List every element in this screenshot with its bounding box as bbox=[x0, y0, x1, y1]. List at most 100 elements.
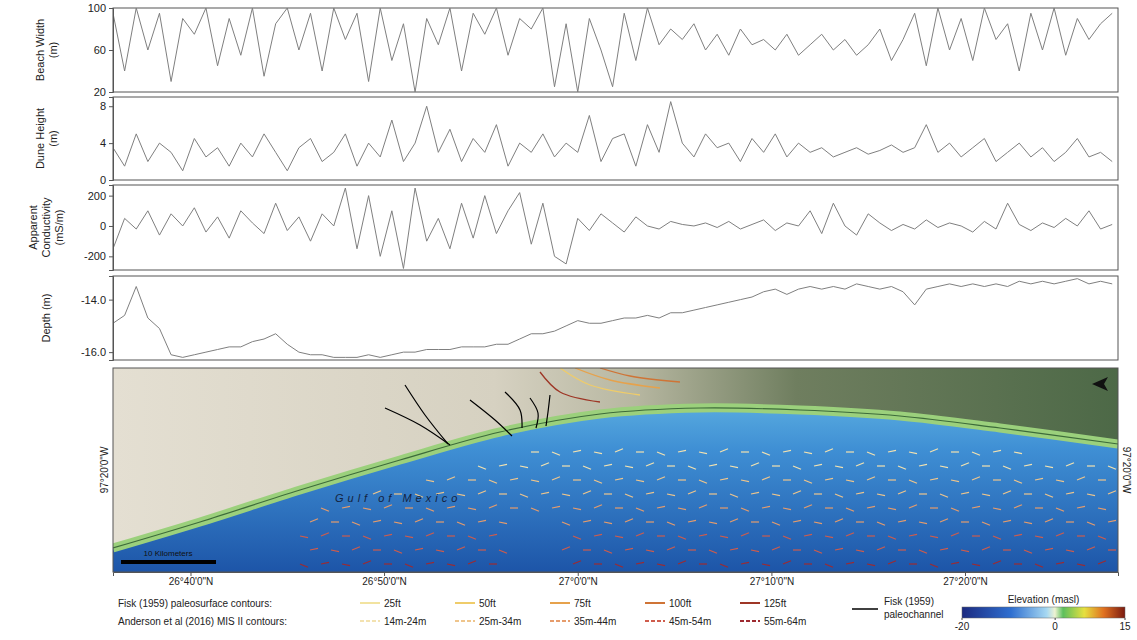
tick-label: -200 bbox=[84, 250, 106, 262]
contour-dash bbox=[846, 480, 854, 482]
contour-dash bbox=[562, 522, 570, 525]
contour-dash bbox=[814, 493, 822, 494]
contour-dash bbox=[594, 452, 602, 454]
contour-dash bbox=[846, 533, 854, 536]
contour-dash bbox=[804, 480, 812, 483]
contour-dash bbox=[867, 535, 875, 536]
contour-dash bbox=[1066, 463, 1074, 466]
contour-dash bbox=[1045, 494, 1053, 497]
contour-dash bbox=[1108, 549, 1116, 550]
contour-dash bbox=[604, 493, 612, 494]
contour-dash bbox=[1108, 491, 1116, 494]
contour-dash bbox=[573, 508, 581, 510]
contour-dash bbox=[930, 564, 938, 567]
legend-swatch bbox=[550, 620, 570, 622]
tick: 26°50'0"N bbox=[362, 572, 407, 587]
y-axis: -14.0-16.0 bbox=[81, 277, 114, 361]
contour-dash bbox=[1056, 533, 1064, 536]
contour-dash bbox=[646, 492, 654, 494]
contour-dash bbox=[310, 519, 318, 522]
contour-dash bbox=[1077, 477, 1085, 480]
contour-dash bbox=[699, 480, 707, 483]
contour-dash bbox=[405, 507, 413, 508]
contour-dash bbox=[562, 465, 570, 466]
contour-dash bbox=[835, 548, 843, 550]
tick: 20 bbox=[94, 86, 113, 98]
contour-dash bbox=[856, 521, 864, 522]
contour-dash bbox=[321, 508, 329, 511]
contour-dash bbox=[478, 491, 486, 494]
contour-dash bbox=[972, 535, 980, 536]
paleochannel bbox=[405, 385, 448, 444]
contour-dash bbox=[730, 494, 738, 497]
contour-dash bbox=[856, 463, 864, 466]
contour-dash bbox=[636, 562, 644, 564]
contour-dash bbox=[499, 550, 507, 553]
contour-dash bbox=[804, 563, 812, 564]
contour-dash bbox=[1087, 522, 1095, 525]
contour-dash bbox=[426, 480, 434, 482]
axis-title-line: (m) bbox=[47, 130, 59, 147]
paleosurface-contour bbox=[560, 368, 640, 395]
contour-dash bbox=[552, 506, 560, 508]
plot-area bbox=[113, 8, 1112, 92]
contour-dash bbox=[499, 464, 507, 466]
contour-dash bbox=[814, 522, 822, 524]
contour-dash bbox=[930, 507, 938, 508]
contour-dash bbox=[300, 536, 308, 538]
contour-dash bbox=[1098, 561, 1106, 564]
contour-dash bbox=[594, 534, 602, 536]
contour-dash bbox=[772, 465, 780, 466]
contour-dash bbox=[615, 564, 623, 567]
contour-dash bbox=[877, 494, 885, 496]
contour-dash bbox=[342, 564, 350, 566]
legend-label: 25m-34m bbox=[479, 616, 521, 627]
contour-dash bbox=[615, 536, 623, 538]
tick-mark bbox=[109, 226, 113, 227]
contour-dash bbox=[342, 506, 350, 508]
contour-dash bbox=[1098, 536, 1106, 539]
contour-dash bbox=[982, 522, 990, 525]
contour-dash bbox=[720, 536, 728, 538]
contour-dash bbox=[688, 491, 696, 494]
legend-label: 75ft bbox=[574, 598, 591, 609]
axis-title-line: Depth (m) bbox=[40, 294, 52, 343]
legend-swatch bbox=[455, 602, 475, 604]
contour-dash bbox=[898, 491, 906, 494]
contour-dash bbox=[489, 563, 497, 564]
contour-dash bbox=[541, 492, 549, 494]
contour-dash bbox=[1077, 535, 1085, 536]
contour-dash bbox=[310, 548, 318, 550]
tick-label: 100 bbox=[88, 2, 106, 14]
colorbar-tick-label: -20 bbox=[955, 621, 970, 632]
contour-dash bbox=[825, 564, 833, 567]
contour-dash bbox=[993, 508, 1001, 510]
contour-dash bbox=[772, 494, 780, 496]
contour-dash bbox=[604, 464, 612, 466]
contour-dash bbox=[573, 536, 581, 539]
contour-dash bbox=[625, 548, 633, 550]
contour-dash bbox=[331, 550, 339, 552]
contour-dash bbox=[478, 549, 486, 550]
contour-dash bbox=[489, 480, 497, 483]
contour-dash bbox=[867, 564, 875, 566]
colorbar-tick-label: 15 bbox=[1119, 621, 1131, 632]
contour-dash bbox=[1035, 536, 1043, 538]
axis-title-line: Dune Height bbox=[34, 108, 46, 169]
contour-dash bbox=[898, 549, 906, 550]
contour-dash bbox=[972, 452, 980, 455]
contour-dash bbox=[468, 536, 476, 539]
contour-dash bbox=[657, 452, 665, 455]
axis-title-line: (m) bbox=[47, 42, 59, 59]
tick: -16.0 bbox=[81, 346, 113, 358]
contour-dash bbox=[1087, 494, 1095, 496]
contour-dash bbox=[919, 550, 927, 553]
contour-dash bbox=[1003, 549, 1011, 550]
colorbar-tick bbox=[962, 618, 963, 620]
paleochannel bbox=[546, 395, 550, 426]
contour-dash bbox=[352, 547, 360, 550]
tick-mark bbox=[109, 106, 113, 107]
contour-dash bbox=[720, 564, 728, 567]
contour-dash bbox=[751, 550, 759, 552]
contour-dash bbox=[615, 507, 623, 508]
